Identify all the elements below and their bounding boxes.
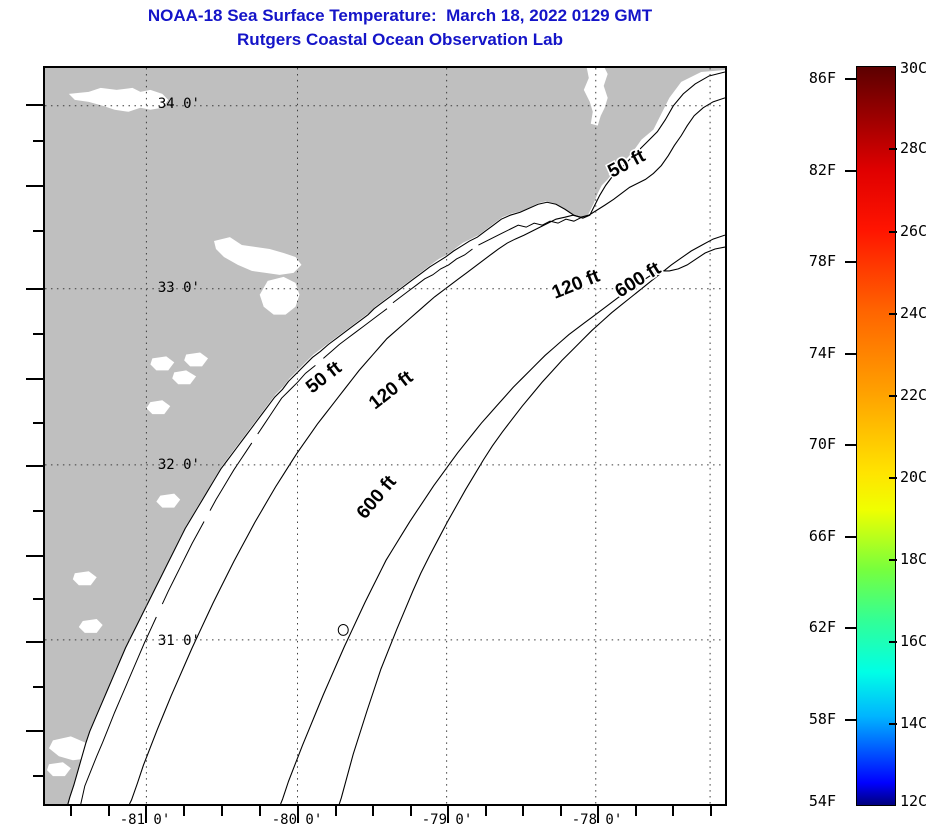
- colorbar-label-c: 22C: [900, 386, 928, 404]
- colorbar-label-c: 30C: [900, 59, 928, 77]
- x-tick-minor: [372, 806, 374, 816]
- colorbar-label-c: 28C: [900, 139, 928, 157]
- contour-600ft: [338, 234, 725, 804]
- coastline-detail: [80, 216, 583, 804]
- colorbar-tick-f: [845, 444, 856, 446]
- colorbar-tick-c: [889, 148, 897, 150]
- x-axis-label: -79 0': [421, 812, 473, 828]
- page-title: NOAA-18 Sea Surface Temperature: March 1…: [0, 4, 800, 52]
- y-tick-major: [26, 465, 43, 467]
- colorbar-tick-f: [845, 78, 856, 80]
- colorbar-tick-f: [845, 170, 856, 172]
- colorbar-tick-f: [845, 261, 856, 263]
- colorbar-label-f: 66F: [808, 527, 836, 545]
- colorbar-tick-f: [845, 627, 856, 629]
- x-tick-major: [597, 806, 599, 823]
- x-axis-label: -80 0': [271, 812, 323, 828]
- colorbar-label-f: 58F: [808, 710, 836, 728]
- x-tick-minor: [259, 806, 261, 816]
- colorbar-label-c: 16C: [900, 632, 928, 650]
- x-tick-minor: [70, 806, 72, 816]
- x-tick-minor: [183, 806, 185, 816]
- y-axis-label: 33 0': [157, 280, 200, 296]
- colorbar-tick-c: [889, 395, 897, 397]
- land-mask: [45, 68, 725, 804]
- x-tick-major: [447, 806, 449, 823]
- small-circle-feature: [337, 623, 349, 636]
- colorbar-tick-c: [889, 641, 897, 643]
- y-axis-label: 34 0': [157, 96, 200, 112]
- y-axis-label: 31 0': [157, 633, 200, 649]
- map-canvas: [45, 68, 725, 804]
- contour-120ft: [280, 246, 725, 804]
- y-tick-minor: [33, 140, 43, 142]
- y-axis-label: 32 0': [157, 457, 200, 473]
- colorbar-label-f: 78F: [808, 252, 836, 270]
- colorbar-gradient: [857, 67, 895, 805]
- x-tick-minor: [335, 806, 337, 816]
- y-tick-minor: [33, 333, 43, 335]
- title-line-1: NOAA-18 Sea Surface Temperature: March 1…: [147, 6, 653, 25]
- x-tick-minor: [710, 806, 712, 816]
- temperature-colorbar[interactable]: [856, 66, 896, 806]
- colorbar-tick-f: [845, 719, 856, 721]
- colorbar-label-f: 74F: [808, 344, 836, 362]
- x-axis-label: -78 0': [571, 812, 623, 828]
- y-tick-minor: [26, 378, 43, 380]
- y-tick-major: [26, 104, 43, 106]
- colorbar-label-f: 82F: [808, 161, 836, 179]
- inland-white-patches: [46, 87, 302, 777]
- colorbar-label-f: 62F: [808, 618, 836, 636]
- colorbar-tick-c: [889, 559, 897, 561]
- colorbar-tick-f: [845, 353, 856, 355]
- y-tick-minor: [26, 555, 43, 557]
- y-tick-minor: [33, 422, 43, 424]
- x-tick-minor: [672, 806, 674, 816]
- x-tick-minor: [485, 806, 487, 816]
- y-tick-major: [26, 641, 43, 643]
- colorbar-tick-c: [889, 477, 897, 479]
- colorbar-tick-f: [845, 536, 856, 538]
- x-axis-label: -81 0': [119, 812, 171, 828]
- y-tick-minor: [26, 730, 43, 732]
- x-tick-major: [145, 806, 147, 823]
- colorbar-label-f: 70F: [808, 435, 836, 453]
- x-tick-major: [297, 806, 299, 823]
- y-tick-minor: [33, 598, 43, 600]
- colorbar-tick-c: [889, 313, 897, 315]
- map-plot-area[interactable]: 50 ft 50 ft 120 ft 120 ft 600 ft 600 ft: [43, 66, 727, 806]
- colorbar-label-f: 54F: [808, 792, 836, 810]
- y-tick-minor: [26, 185, 43, 187]
- y-tick-major: [26, 288, 43, 290]
- x-tick-minor: [560, 806, 562, 816]
- colorbar-tick-c: [889, 723, 897, 725]
- x-tick-minor: [410, 806, 412, 816]
- colorbar-label-c: 18C: [900, 550, 928, 568]
- colorbar-label-c: 26C: [900, 222, 928, 240]
- y-tick-minor: [33, 775, 43, 777]
- contour-50ft: [129, 97, 725, 804]
- colorbar-tick-c: [889, 231, 897, 233]
- y-tick-minor: [33, 230, 43, 232]
- x-tick-minor: [221, 806, 223, 816]
- x-tick-minor: [522, 806, 524, 816]
- y-tick-minor: [33, 510, 43, 512]
- x-tick-minor: [108, 806, 110, 816]
- colorbar-label-c: 24C: [900, 304, 928, 322]
- x-tick-minor: [635, 806, 637, 816]
- title-line-2: Rutgers Coastal Ocean Observation Lab: [237, 30, 563, 49]
- colorbar-label-c: 12C: [900, 792, 928, 810]
- colorbar-label-c: 14C: [900, 714, 928, 732]
- colorbar-label-f: 86F: [808, 69, 836, 87]
- y-tick-minor: [33, 686, 43, 688]
- colorbar-label-c: 20C: [900, 468, 928, 486]
